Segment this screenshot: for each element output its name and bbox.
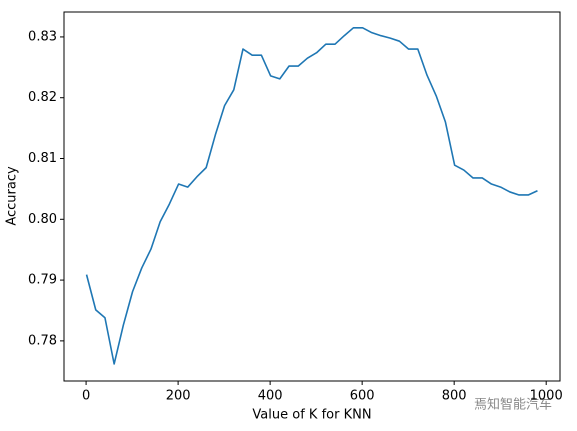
y-tick-label: 0.80 <box>28 212 57 227</box>
axes-frame <box>63 11 561 382</box>
x-axis-label: Value of K for KNN <box>252 408 371 423</box>
x-tick-label: 800 <box>442 389 467 404</box>
y-tick-label: 0.79 <box>28 273 57 288</box>
y-tick-label: 0.83 <box>28 29 57 44</box>
line <box>85 27 538 365</box>
x-tick-label: 600 <box>350 389 375 404</box>
x-tick-label: 1000 <box>530 389 563 404</box>
x-tick-label: 400 <box>258 389 283 404</box>
y-tick-label: 0.78 <box>28 333 57 348</box>
y-axis-label: Accuracy <box>5 166 20 226</box>
y-tick-label: 0.82 <box>28 90 57 105</box>
watermark: 焉知智能汽车 <box>474 397 552 413</box>
y-tick-label: 0.81 <box>28 151 57 166</box>
x-tick-label: 200 <box>166 389 191 404</box>
x-tick-label: 0 <box>82 389 90 404</box>
